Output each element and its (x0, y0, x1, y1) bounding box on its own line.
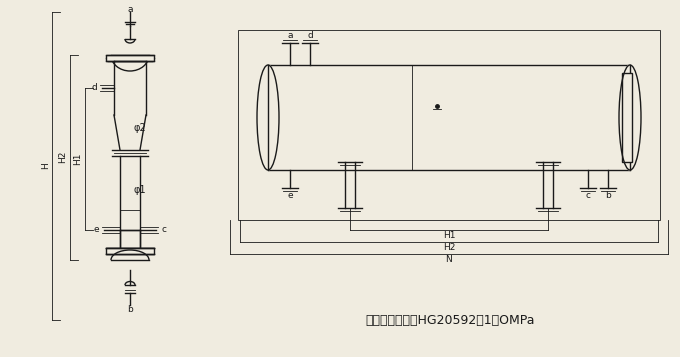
Ellipse shape (257, 65, 279, 170)
Text: b: b (127, 306, 133, 315)
Text: H: H (41, 163, 50, 169)
Text: N: N (445, 255, 452, 263)
Text: a: a (127, 5, 133, 15)
Text: φ1: φ1 (133, 185, 146, 195)
Text: e: e (287, 191, 293, 201)
Text: b: b (605, 191, 611, 201)
Text: 法兰使用标准：HG20592．1．OMPa: 法兰使用标准：HG20592．1．OMPa (365, 313, 534, 327)
Bar (106, 55, 154, 61)
Text: H2: H2 (443, 242, 455, 251)
Text: d: d (91, 84, 97, 92)
Bar (120, 230, 140, 248)
Bar (238, 30, 660, 220)
Text: φ2: φ2 (133, 123, 146, 133)
Ellipse shape (619, 65, 641, 170)
Bar (106, 248, 154, 254)
Text: H1: H1 (73, 153, 82, 165)
Text: c: c (585, 191, 590, 201)
Bar (622, 73, 632, 162)
Text: d: d (307, 30, 313, 40)
Text: a: a (287, 30, 293, 40)
Text: H2: H2 (58, 151, 67, 163)
Text: c: c (161, 226, 166, 235)
Bar (268, 65, 630, 170)
Text: H1: H1 (443, 231, 455, 240)
Text: e: e (93, 226, 99, 235)
